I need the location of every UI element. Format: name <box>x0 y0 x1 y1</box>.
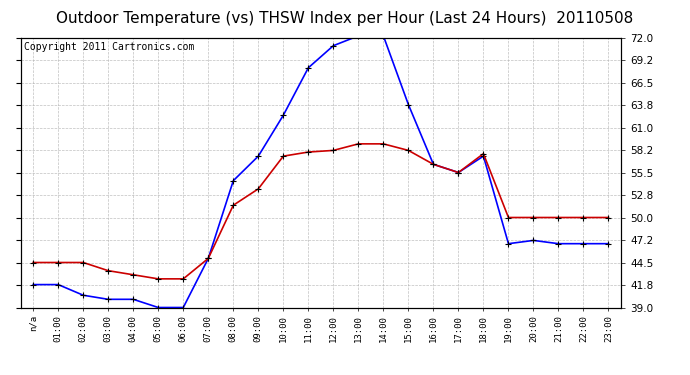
Text: Copyright 2011 Cartronics.com: Copyright 2011 Cartronics.com <box>23 42 194 51</box>
Text: Outdoor Temperature (vs) THSW Index per Hour (Last 24 Hours)  20110508: Outdoor Temperature (vs) THSW Index per … <box>57 11 633 26</box>
